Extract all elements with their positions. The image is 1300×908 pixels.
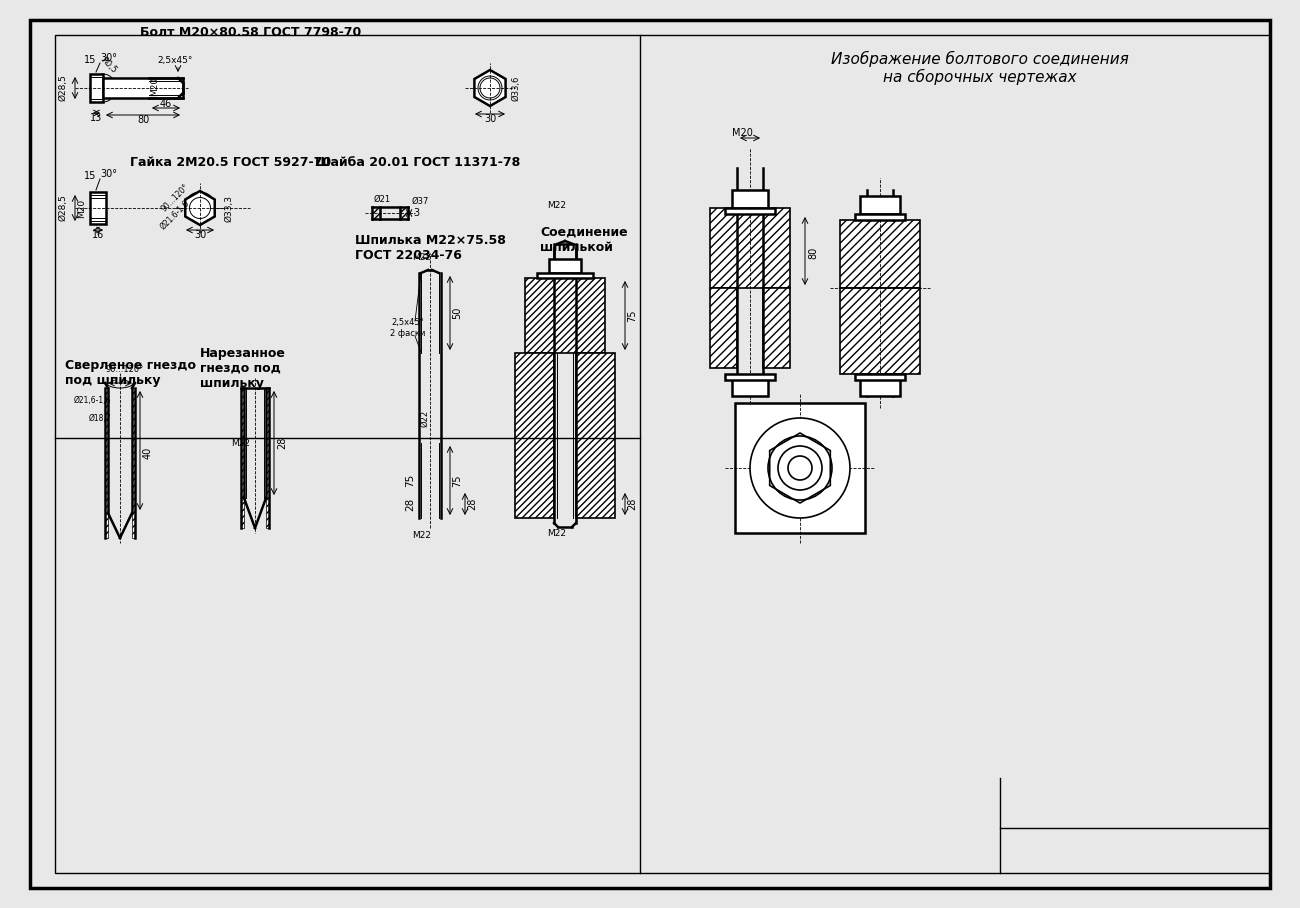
Text: 15: 15 [83, 171, 96, 181]
Bar [855, 374, 905, 380]
Text: M22: M22 [547, 202, 567, 211]
Text: 2,5x45°
2 фаски: 2,5x45° 2 фаски [390, 319, 425, 338]
Text: M20: M20 [78, 199, 87, 218]
Bar [266, 388, 269, 528]
Bar [861, 378, 900, 396]
Bar [732, 378, 768, 396]
Text: Ø33,6: Ø33,6 [512, 75, 521, 101]
Bar [372, 207, 380, 219]
Bar [710, 208, 790, 288]
Text: 30: 30 [484, 114, 497, 124]
Text: Ø18,7: Ø18,7 [88, 413, 112, 422]
Circle shape [788, 456, 812, 480]
Text: 75: 75 [452, 475, 462, 488]
Text: Ø33,3: Ø33,3 [225, 194, 234, 222]
Circle shape [777, 446, 822, 490]
Text: 90...120°: 90...120° [160, 183, 191, 213]
Text: Ø22: Ø22 [420, 410, 429, 427]
Text: 75: 75 [627, 310, 637, 322]
Text: M22: M22 [412, 531, 432, 540]
Text: 90...120°: 90...120° [105, 366, 144, 374]
Text: 80: 80 [136, 115, 150, 125]
Text: R0,5: R0,5 [98, 55, 118, 74]
Polygon shape [90, 192, 107, 224]
Bar [133, 388, 135, 538]
Text: M22: M22 [412, 253, 432, 262]
Bar [734, 403, 864, 533]
Text: Ø21: Ø21 [373, 194, 390, 203]
Text: Ø28,5: Ø28,5 [58, 194, 68, 222]
Text: 2,5x45°: 2,5x45° [157, 55, 192, 64]
Polygon shape [103, 78, 183, 98]
Circle shape [750, 418, 850, 518]
Bar [840, 220, 920, 288]
Text: Ø21.6-1.6: Ø21.6-1.6 [159, 199, 191, 232]
Text: 28: 28 [406, 498, 415, 510]
Text: Ø37: Ø37 [412, 196, 429, 205]
Bar [400, 207, 408, 219]
Text: 46: 46 [160, 99, 172, 109]
Text: Ø21,6-1,6: Ø21,6-1,6 [73, 396, 110, 404]
Polygon shape [90, 74, 103, 102]
Text: Сверленое гнездо
под шпильку: Сверленое гнездо под шпильку [65, 359, 196, 387]
Text: M22: M22 [547, 528, 567, 538]
Text: Ø28,5: Ø28,5 [58, 74, 68, 102]
Bar [763, 288, 790, 368]
Text: 75: 75 [406, 473, 415, 487]
Bar [576, 353, 615, 518]
Bar [840, 288, 920, 374]
Text: 28: 28 [467, 498, 477, 510]
Text: 80: 80 [809, 247, 818, 259]
Text: 28: 28 [277, 437, 287, 449]
Bar [725, 374, 775, 380]
Text: Шайба 20.01 ГОСТ 11371-78: Шайба 20.01 ГОСТ 11371-78 [315, 156, 520, 170]
Text: 13: 13 [90, 113, 103, 123]
Polygon shape [186, 191, 214, 225]
Text: Соединение
шпилькой: Соединение шпилькой [540, 226, 628, 254]
Text: 28: 28 [627, 498, 637, 510]
Text: 40: 40 [143, 447, 153, 459]
Text: 30°: 30° [100, 169, 117, 179]
Bar [725, 208, 775, 214]
Bar [105, 388, 108, 538]
Bar [549, 259, 581, 273]
Text: M20: M20 [151, 76, 160, 95]
Bar [515, 353, 554, 518]
Text: M20: M20 [732, 128, 753, 138]
Circle shape [768, 436, 832, 500]
Text: 3: 3 [413, 208, 419, 218]
Bar [855, 214, 905, 220]
Bar [537, 273, 593, 278]
Text: 16: 16 [92, 230, 104, 240]
Text: M22: M22 [231, 439, 251, 448]
Text: 15: 15 [83, 55, 96, 65]
Polygon shape [474, 70, 506, 106]
Text: Болт M20×80.58 ГОСТ 7798-70: Болт M20×80.58 ГОСТ 7798-70 [140, 26, 361, 40]
Bar [240, 388, 244, 528]
Text: Гайка 2М20.5 ГОСТ 5927-70: Гайка 2М20.5 ГОСТ 5927-70 [130, 156, 332, 170]
Text: 50: 50 [452, 307, 462, 320]
Text: Изображение болтового соединения
на сборочных чертежах: Изображение болтового соединения на сбор… [831, 51, 1128, 85]
Bar [710, 288, 737, 368]
Text: Шпилька M22×75.58
ГОСТ 22034-76: Шпилька M22×75.58 ГОСТ 22034-76 [355, 234, 506, 262]
Bar [732, 190, 768, 208]
Text: 30: 30 [194, 230, 207, 240]
Text: 30°: 30° [100, 53, 117, 63]
Bar [525, 278, 604, 353]
Text: Нарезанное
гнездо под
шпильку: Нарезанное гнездо под шпильку [200, 347, 286, 390]
Bar [861, 196, 900, 214]
